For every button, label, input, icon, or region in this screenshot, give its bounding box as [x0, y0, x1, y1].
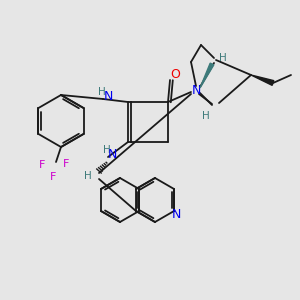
Text: H: H: [103, 145, 111, 155]
Text: N: N: [107, 148, 117, 161]
Text: F: F: [63, 159, 69, 169]
Text: N: N: [171, 208, 181, 220]
Text: N: N: [191, 83, 201, 97]
Text: H: H: [202, 111, 210, 121]
Text: O: O: [170, 68, 180, 82]
Text: F: F: [50, 172, 56, 182]
Polygon shape: [251, 75, 274, 85]
Text: N: N: [103, 91, 113, 103]
Text: H: H: [84, 171, 92, 181]
Text: F: F: [39, 160, 45, 170]
Text: H: H: [219, 53, 227, 63]
Text: H: H: [98, 87, 106, 97]
Polygon shape: [200, 63, 214, 88]
